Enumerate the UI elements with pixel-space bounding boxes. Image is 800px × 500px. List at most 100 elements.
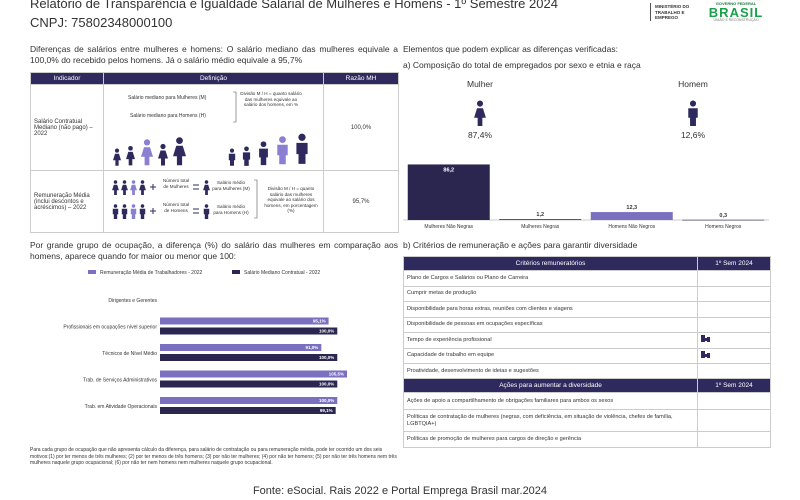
bar [590, 212, 673, 220]
row-status [697, 431, 771, 448]
col-header: 1º Sem 2024 [697, 256, 771, 271]
logo [650, 2, 767, 22]
section-a: a) Composição do total de empregados por… [403, 60, 641, 70]
row-status [697, 270, 771, 287]
def-text: Número total de Mulheres [162, 178, 190, 189]
definition [103, 170, 324, 233]
logo-divider [650, 3, 651, 21]
footnote: Para cada grupo de ocupação que não apre… [30, 447, 397, 467]
indicator-table: Indicador Definição Razão MH Salário Contr… [30, 72, 399, 233]
category-label: Homens Negros [705, 224, 742, 230]
def-text: Salário mediano para Homens (H) [130, 113, 206, 119]
table-row: Cumprir metas de produção [403, 285, 771, 302]
category-label: Técnicos de Nível Médio [102, 351, 157, 357]
row-label: Tempo de experiência profissional [403, 332, 698, 349]
bar-label: 91,0% [306, 345, 319, 350]
sex-share: 12,6% [680, 130, 706, 140]
def-text: Divisão M / H = quanto salário das mulhe… [264, 186, 318, 214]
def-text: Salário médio para Homens (H) [213, 204, 249, 215]
bar-label: 12,3 [626, 205, 637, 211]
category-label: Trab. em Atividade Operacionais [85, 404, 158, 410]
row-label: Disponibilidade para horas extras, reuni… [403, 301, 698, 318]
brasil: BRASIL [708, 5, 764, 20]
bar-label: 1,2 [536, 212, 544, 218]
sex-share: 87,4% [467, 130, 493, 140]
table-row: Políticas de promoção de mulheres para c… [403, 431, 771, 448]
table-row: Capacidade de trabalho em equipe [403, 347, 771, 364]
legend-label: Remuneração Média de Trabalhadores - 202… [100, 270, 203, 276]
sex-icons [474, 100, 698, 126]
row-status [697, 363, 771, 380]
header-row: Critérios remuneratórios 1º Sem 2024 [403, 256, 771, 271]
col-header: 1º Sem 2024 [697, 378, 771, 393]
check-shape [701, 350, 710, 358]
row-label: Políticas de promoção de mulheres para c… [403, 431, 698, 448]
indicator: Salário Contratual Mediano (não pago) – … [30, 84, 104, 171]
row-label: Ações de apoio a compartilhamento de obr… [403, 392, 698, 410]
row-status [697, 332, 771, 349]
row-status [697, 409, 771, 432]
def-text: Divisão M / H = quanto salário das mulhe… [240, 91, 302, 108]
row-label: Cumprir metas de produção [403, 285, 698, 302]
ratio: 100,0% [323, 84, 399, 171]
bar-label: 105,5% [329, 372, 344, 377]
bar [499, 219, 582, 220]
row-status [697, 285, 771, 302]
bar [160, 380, 338, 388]
actions-table: Ações para aumentar a diversidade 1º Sem … [403, 378, 771, 448]
elements-heading: Elementos que podem explicar as diferenç… [403, 44, 618, 54]
row-status [697, 316, 771, 333]
sex-label: Homem [678, 79, 708, 89]
row-label: Disponibilidade de pessoas em ocupações … [403, 316, 698, 333]
section-b: b) Critérios de remuneração e ações para… [403, 240, 638, 250]
bar [160, 317, 329, 325]
row-status [697, 392, 771, 410]
bar-label: 99,1% [320, 408, 333, 413]
bar-label: 100,0% [319, 329, 334, 334]
col-header: Ações para aumentar a diversidade [403, 378, 698, 393]
bar [407, 164, 490, 220]
bar-label: 86,2 [443, 167, 454, 173]
def-text: Salário médio para Mulheres (M) [212, 180, 250, 191]
title: Relatório de Transparência e Igualdade S… [30, 0, 558, 11]
bar [160, 397, 338, 404]
table-row: Proatividade, desenvolvimento de ideias … [403, 363, 771, 380]
source: Fonte: eSocial. Rais 2022 e Portal Empre… [252, 485, 548, 497]
category-label: Mulheres Não Negras [424, 224, 473, 230]
category-label: Homens Não Negros [608, 224, 655, 230]
cnpj: CNPJ: 75802348000100 [30, 15, 173, 30]
col-header: Definição [103, 72, 324, 85]
logo-box [705, 2, 767, 22]
sex-label: Mulher [467, 79, 493, 89]
slogan: UNIÃO E RECONSTRUÇÃO [713, 18, 759, 22]
bar [160, 354, 338, 361]
table-row: Ações de apoio a compartilhamento de obr… [403, 392, 771, 410]
bar-label: 0,3 [719, 213, 727, 219]
occupation-intro: Por grande grupo de ocupação, a diferenç… [30, 240, 398, 261]
category-label: Mulheres Negras [521, 224, 560, 230]
table-row: Tempo de experiência profissional [403, 332, 771, 349]
legend-swatch [232, 270, 240, 274]
indicator: Remuneração Média (inclui descontos e ac… [30, 170, 104, 233]
row-label: Plano de Cargos e Salários ou Plano de C… [403, 270, 698, 287]
table-row: Disponibilidade de pessoas em ocupações … [403, 316, 771, 333]
bar-label: 95,1% [313, 319, 326, 324]
table-row: Políticas de contratação de mulheres (ne… [403, 409, 771, 432]
table-row: Plano de Cargos e Salários ou Plano de C… [403, 270, 771, 287]
row-status [697, 347, 771, 364]
bar [160, 327, 338, 335]
check-shape [701, 335, 710, 343]
col-header: Indicador [30, 72, 104, 85]
category-label: Dirigentes e Gerentes [108, 298, 157, 304]
bar-label: 100,0% [319, 382, 334, 387]
legend-label: Salário Mediano Contratual - 2022 [244, 270, 320, 276]
def-text: Salário mediano para Mulheres (M) [128, 95, 207, 101]
row-label: Políticas de contratação de mulheres (ne… [403, 409, 698, 432]
check-icon [701, 335, 710, 343]
category-label: Trab. de Serviços Administrativos [83, 378, 158, 384]
row-label: Proatividade, desenvolvimento de ideias … [403, 363, 698, 380]
col-header: Razão MH [323, 72, 399, 85]
bar [160, 344, 322, 351]
